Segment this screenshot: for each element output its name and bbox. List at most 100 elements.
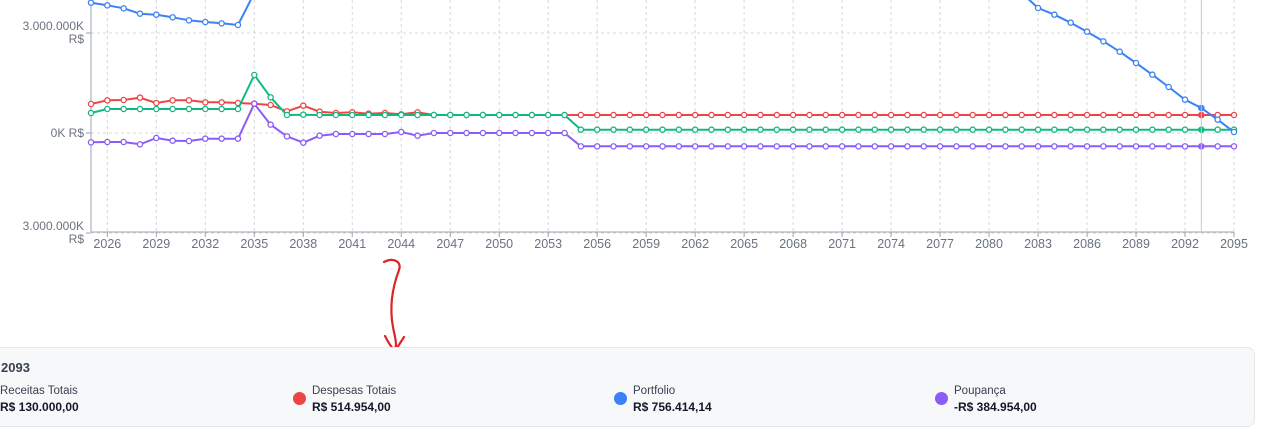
data-point <box>724 126 732 133</box>
data-point <box>1051 126 1058 133</box>
data-point <box>218 99 225 106</box>
data-point <box>610 111 617 119</box>
data-point <box>153 105 160 113</box>
data-point <box>920 111 928 119</box>
x-tick-label: 2095 <box>1220 237 1248 251</box>
data-point <box>904 143 911 150</box>
poupanca-color-dot <box>935 392 948 405</box>
data-point <box>251 71 258 79</box>
data-point <box>855 143 862 150</box>
data-point <box>397 111 405 119</box>
data-point <box>136 94 144 101</box>
x-tick-label: 2044 <box>387 237 415 251</box>
data-point <box>1214 143 1221 150</box>
data-point <box>136 10 144 17</box>
data-point <box>953 143 960 150</box>
data-point <box>1149 71 1156 78</box>
data-point <box>120 105 127 113</box>
data-point <box>1116 48 1123 55</box>
data-point <box>642 111 650 119</box>
data-point <box>806 126 813 133</box>
data-point <box>87 100 95 108</box>
data-point <box>169 105 176 113</box>
data-point <box>1100 111 1107 119</box>
data-point <box>1165 143 1172 150</box>
data-point <box>936 126 944 133</box>
data-point <box>87 0 95 6</box>
data-point <box>740 143 748 150</box>
data-point <box>153 134 160 142</box>
data-point <box>593 111 601 119</box>
data-point <box>561 111 568 119</box>
data-point <box>316 111 323 119</box>
data-point <box>267 121 274 128</box>
data-point <box>381 111 389 119</box>
hand-drawn-arrow-annotation <box>382 258 406 353</box>
data-point <box>104 105 111 113</box>
data-point <box>1132 111 1140 119</box>
data-point <box>724 143 732 150</box>
data-point <box>169 137 176 144</box>
data-point <box>1116 143 1123 150</box>
data-point <box>691 111 699 119</box>
data-point <box>1051 11 1058 18</box>
data-point <box>1051 111 1058 119</box>
data-point <box>202 105 209 113</box>
data-point <box>202 99 209 106</box>
data-point <box>283 111 291 119</box>
data-point <box>724 111 732 119</box>
poupanca-label: Poupança <box>954 385 1006 397</box>
data-point <box>1230 111 1238 119</box>
data-point <box>1165 126 1172 133</box>
data-point <box>1214 116 1221 123</box>
x-tick-label: 2086 <box>1073 237 1101 251</box>
data-point <box>120 96 127 104</box>
data-point <box>185 105 193 113</box>
data-point <box>577 143 585 150</box>
data-point <box>1181 111 1189 119</box>
data-point <box>1034 143 1042 150</box>
series-3 <box>87 0 1238 136</box>
data-point <box>397 128 405 136</box>
data-point <box>136 141 144 148</box>
data-point <box>659 126 666 133</box>
data-point <box>1116 126 1123 133</box>
x-tick-label: 2062 <box>681 237 709 251</box>
series-line <box>90 74 1234 131</box>
x-tick-label: 2059 <box>632 237 660 251</box>
data-point <box>136 105 144 113</box>
series-layer <box>87 0 1238 150</box>
x-tick-label: 2092 <box>1171 237 1199 251</box>
data-point <box>104 97 111 104</box>
data-point <box>267 101 274 109</box>
data-point <box>381 130 389 138</box>
data-point <box>642 143 650 150</box>
data-point <box>1132 126 1140 133</box>
data-point <box>1132 59 1140 67</box>
x-tick-label: 2029 <box>142 237 170 251</box>
data-point <box>593 126 601 133</box>
data-point <box>773 126 781 133</box>
y-tick-label: R$ <box>69 32 85 46</box>
data-point <box>887 143 895 150</box>
series-2 <box>87 100 1238 150</box>
data-point <box>332 111 340 119</box>
data-point <box>789 126 797 133</box>
data-point <box>1051 143 1058 150</box>
x-tick-label: 2083 <box>1024 237 1052 251</box>
data-point <box>185 17 193 24</box>
data-point <box>904 111 911 119</box>
y-tick-label: 0K R$ <box>51 126 85 140</box>
data-point <box>740 126 748 133</box>
data-point <box>1083 111 1091 119</box>
data-point <box>185 97 193 104</box>
data-point <box>773 143 781 150</box>
x-tick-label: 2071 <box>828 237 856 251</box>
data-point <box>675 126 683 133</box>
data-point <box>659 143 666 150</box>
data-point <box>544 111 552 119</box>
data-point <box>1002 111 1009 119</box>
data-point <box>1100 126 1107 133</box>
data-point <box>904 126 911 133</box>
portfolio-color-dot <box>614 392 627 405</box>
